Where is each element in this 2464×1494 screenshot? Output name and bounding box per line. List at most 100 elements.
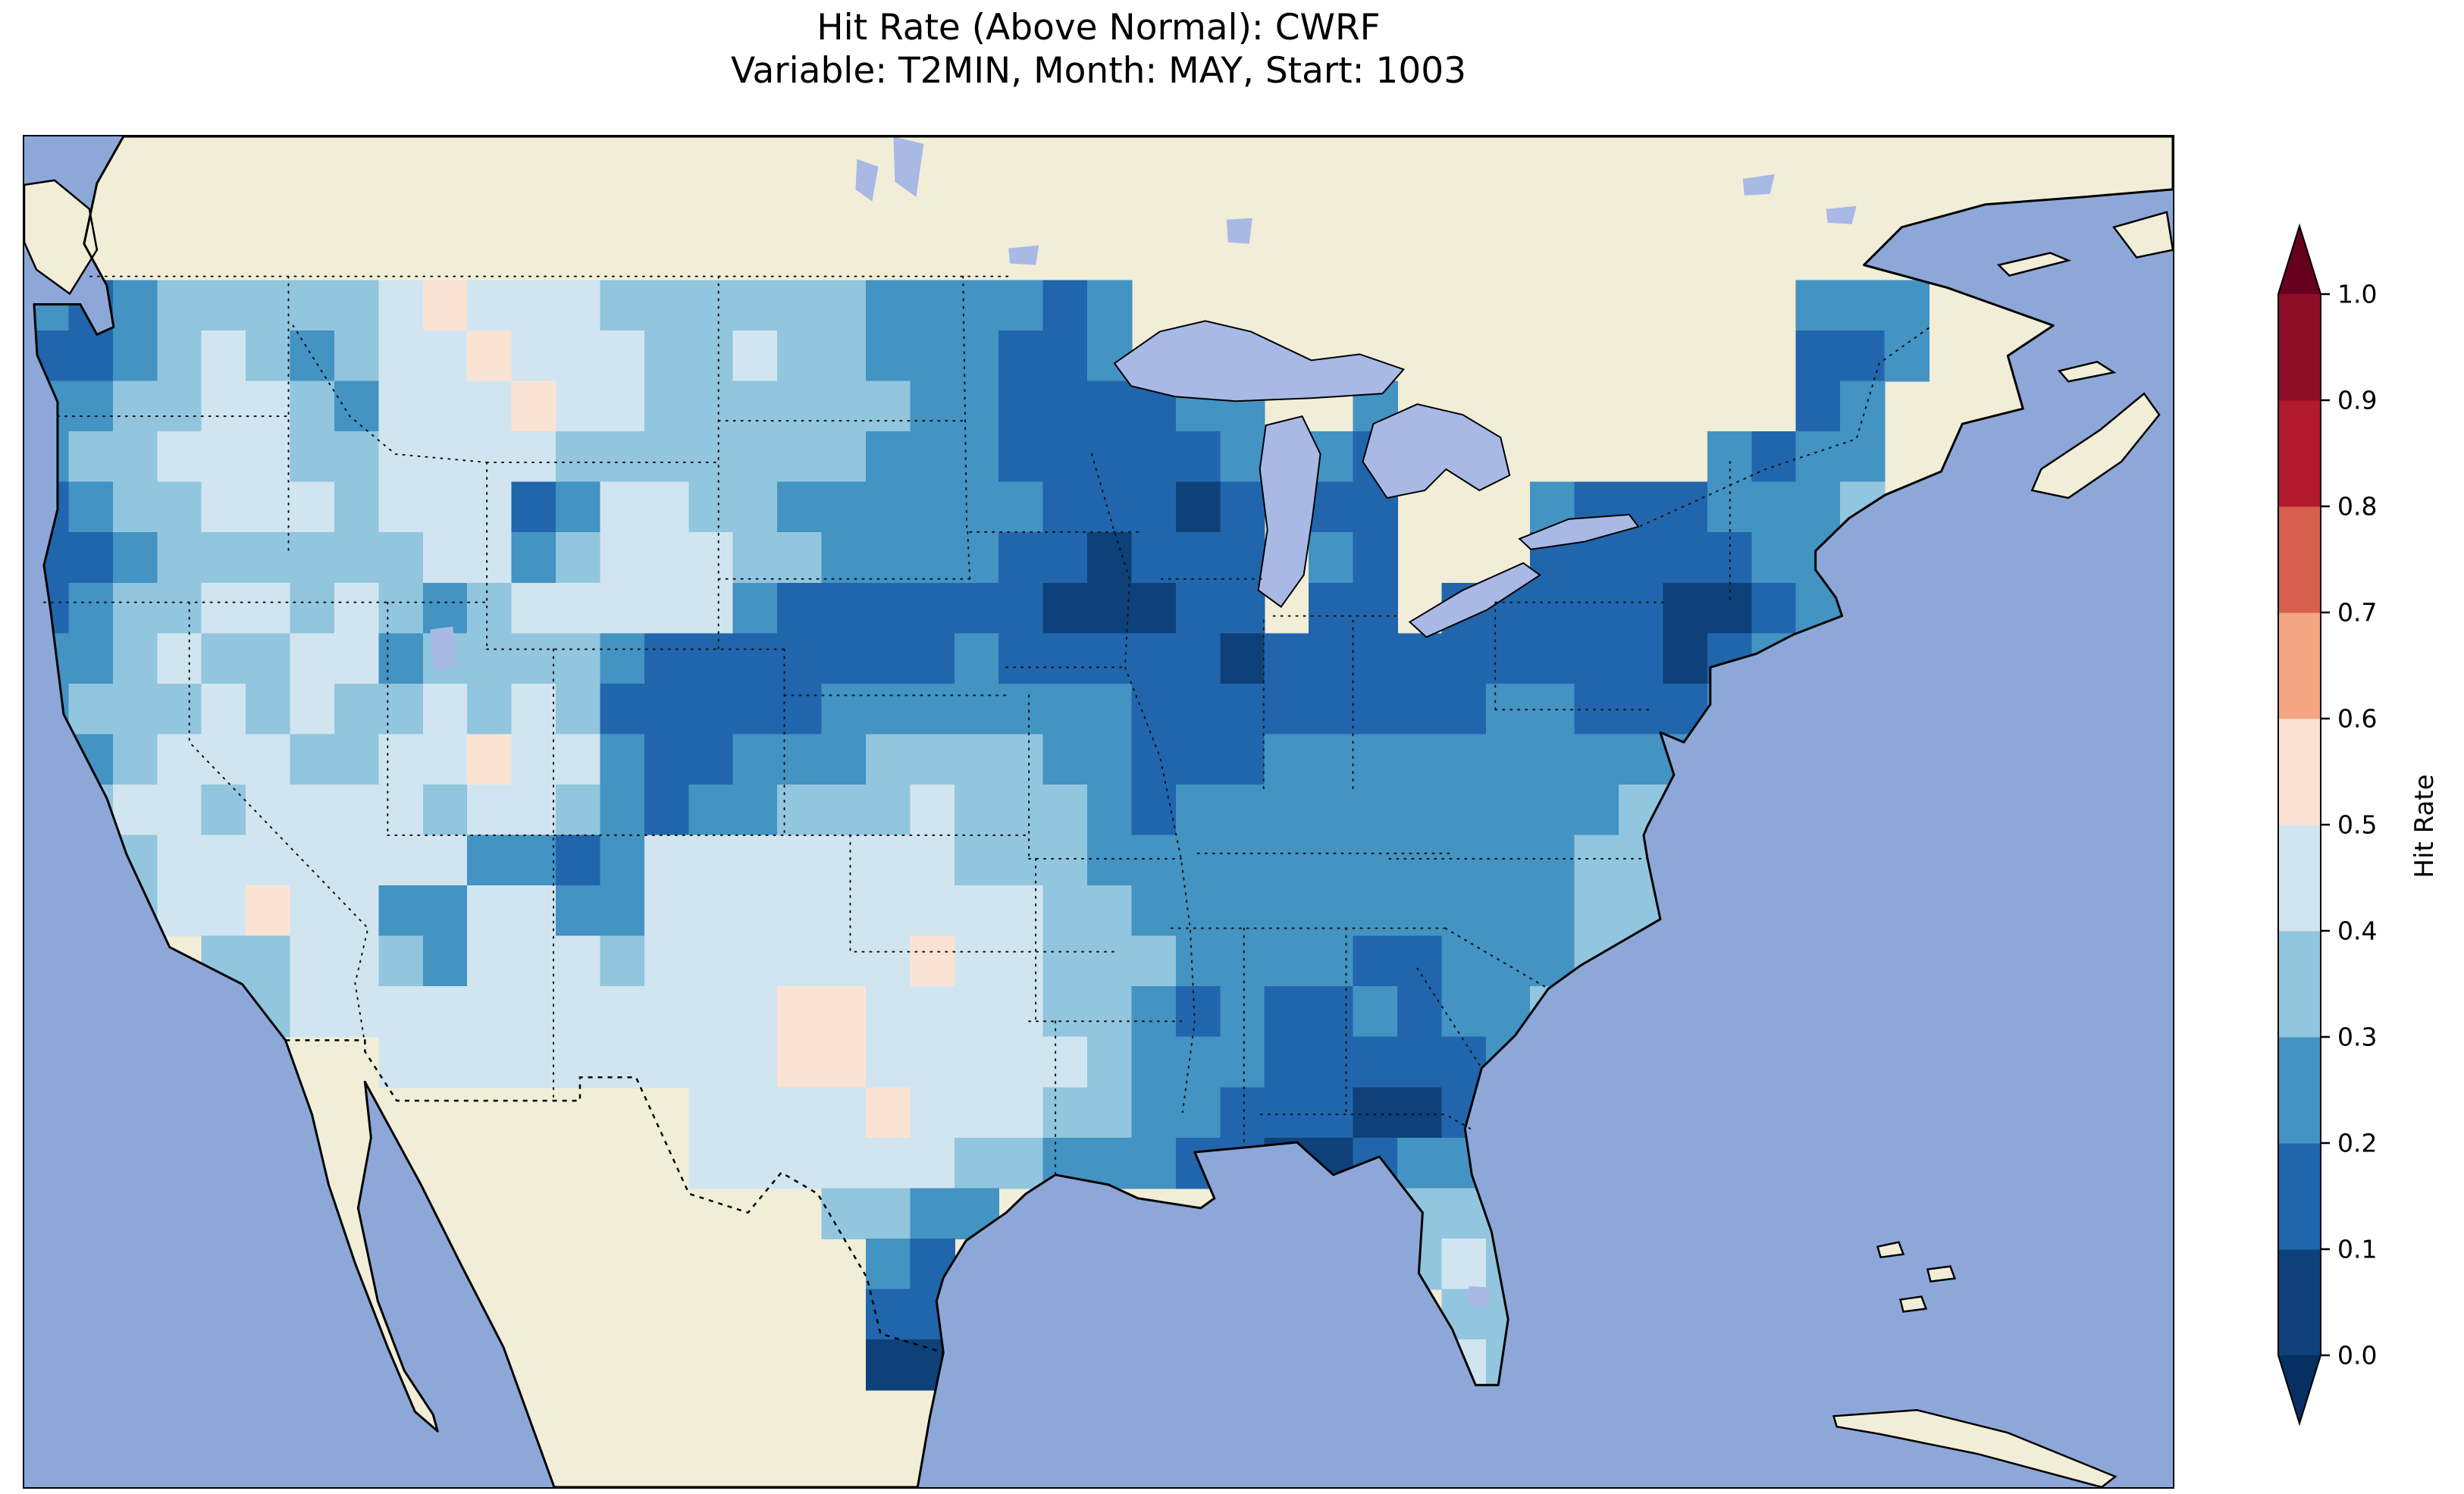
heatmap-cell bbox=[112, 784, 158, 836]
heatmap-cell bbox=[334, 633, 380, 684]
heatmap-cell bbox=[334, 381, 380, 433]
heatmap-cell bbox=[378, 734, 424, 785]
heatmap-cell bbox=[378, 1036, 424, 1088]
heatmap-cell bbox=[467, 935, 513, 988]
heatmap-cell bbox=[732, 381, 779, 433]
heatmap-cell bbox=[910, 734, 955, 785]
heatmap-cell bbox=[1663, 481, 1708, 534]
heatmap-cell bbox=[910, 381, 955, 433]
heatmap-cell bbox=[688, 784, 734, 836]
heatmap-cell bbox=[1353, 784, 1398, 836]
heatmap-cell bbox=[777, 481, 823, 534]
heatmap-cell bbox=[1795, 381, 1842, 433]
heatmap-cell bbox=[954, 431, 1000, 483]
heatmap-cell bbox=[1087, 986, 1133, 1038]
heatmap-cell bbox=[644, 532, 690, 584]
heatmap-cell bbox=[68, 481, 114, 534]
heatmap-cell bbox=[644, 986, 690, 1038]
chart-title-line1: Hit Rate (Above Normal): CWRF bbox=[817, 7, 1381, 49]
heatmap-cell bbox=[998, 986, 1044, 1038]
heatmap-cell bbox=[1397, 734, 1443, 785]
heatmap-cell bbox=[777, 582, 823, 634]
heatmap-cell bbox=[290, 683, 335, 735]
heatmap-cell bbox=[688, 1036, 734, 1088]
heatmap-cell bbox=[556, 280, 601, 332]
heatmap-cell bbox=[688, 481, 734, 534]
colorbar-band bbox=[2278, 825, 2321, 932]
heatmap-cell bbox=[1574, 784, 1620, 836]
heatmap-cell bbox=[334, 784, 380, 836]
heatmap-cell bbox=[1131, 582, 1177, 634]
heatmap-cell bbox=[1441, 885, 1487, 937]
heatmap-cell bbox=[1751, 582, 1797, 634]
heatmap-cell bbox=[1441, 935, 1487, 988]
heatmap-cell bbox=[954, 683, 1000, 735]
heatmap-cell bbox=[422, 582, 469, 634]
heatmap-cell bbox=[1397, 835, 1443, 887]
heatmap-cell bbox=[1441, 1238, 1487, 1290]
heatmap-cell bbox=[1663, 532, 1708, 584]
heatmap-cell bbox=[157, 885, 202, 937]
heatmap-cell bbox=[246, 633, 291, 684]
heatmap-cell bbox=[910, 1188, 955, 1239]
chart-title-line2: Variable: T2MIN, Month: MAY, Start: 1003 bbox=[730, 50, 1467, 92]
heatmap-cell bbox=[1309, 1087, 1354, 1139]
heatmap-cell bbox=[732, 885, 779, 937]
heatmap-cell bbox=[1042, 330, 1089, 382]
heatmap-cell bbox=[467, 532, 513, 584]
heatmap-cell bbox=[1042, 280, 1089, 332]
heatmap-cell bbox=[777, 1137, 823, 1189]
state-borders-east bbox=[1091, 324, 1933, 1149]
heatmap-cell bbox=[644, 1036, 690, 1088]
heatmap-cell bbox=[1220, 784, 1265, 836]
heatmap-cell bbox=[910, 330, 955, 382]
heatmap-cell bbox=[556, 986, 601, 1038]
heatmap-cell bbox=[1353, 835, 1398, 887]
heatmap-cell bbox=[998, 633, 1044, 684]
anticosti-island bbox=[1996, 252, 2072, 277]
heatmap-cell bbox=[1087, 835, 1133, 887]
heatmap-cell bbox=[821, 532, 867, 584]
heatmap-cell bbox=[998, 683, 1044, 735]
heatmap-cell bbox=[378, 683, 424, 735]
heatmap-cell bbox=[644, 431, 690, 483]
heatmap-cell bbox=[1042, 885, 1089, 937]
heatmap-cell bbox=[1485, 784, 1531, 836]
heatmap-cell bbox=[1353, 734, 1398, 785]
lake-okeechobee bbox=[1467, 1286, 1491, 1309]
heatmap-cell bbox=[865, 633, 911, 684]
heatmap-cell bbox=[777, 986, 823, 1038]
heatmap-cell bbox=[1663, 633, 1708, 684]
heatmap-cell bbox=[1884, 280, 1930, 332]
lake-ontario bbox=[1518, 513, 1640, 550]
heatmap-cell bbox=[954, 1087, 1000, 1139]
heatmap-cell bbox=[821, 734, 867, 785]
heatmap-cell bbox=[600, 381, 645, 433]
heatmap-cell bbox=[1131, 835, 1177, 887]
heatmap-cell bbox=[1530, 885, 1575, 937]
heatmap-cell bbox=[1131, 633, 1177, 684]
heatmap-cell bbox=[68, 582, 114, 634]
heatmap-cell bbox=[1042, 986, 1089, 1038]
heatmap-cell bbox=[954, 381, 1000, 433]
heatmap-cell bbox=[556, 1036, 601, 1088]
heatmap-cell bbox=[1530, 835, 1575, 887]
heatmap-cell bbox=[556, 734, 601, 785]
heatmap-cell bbox=[334, 330, 380, 382]
heatmap-cell bbox=[998, 381, 1044, 433]
heatmap-cell bbox=[1087, 280, 1133, 332]
heatmap-cell bbox=[777, 885, 823, 937]
heatmap-cell bbox=[821, 633, 867, 684]
heatmap-cell bbox=[422, 986, 469, 1038]
colorbar-band bbox=[2278, 506, 2321, 613]
heatmap-cell bbox=[910, 1036, 955, 1088]
heatmap-cell bbox=[777, 1087, 823, 1139]
heatmap-cell bbox=[865, 1289, 911, 1341]
small-lakes bbox=[430, 136, 1857, 1309]
heatmap-cell bbox=[1353, 683, 1398, 735]
heatmap-cell bbox=[954, 582, 1000, 634]
heatmap-cell bbox=[865, 835, 911, 887]
heatmap-cell bbox=[334, 734, 380, 785]
heatmap-cell bbox=[1795, 330, 1842, 382]
